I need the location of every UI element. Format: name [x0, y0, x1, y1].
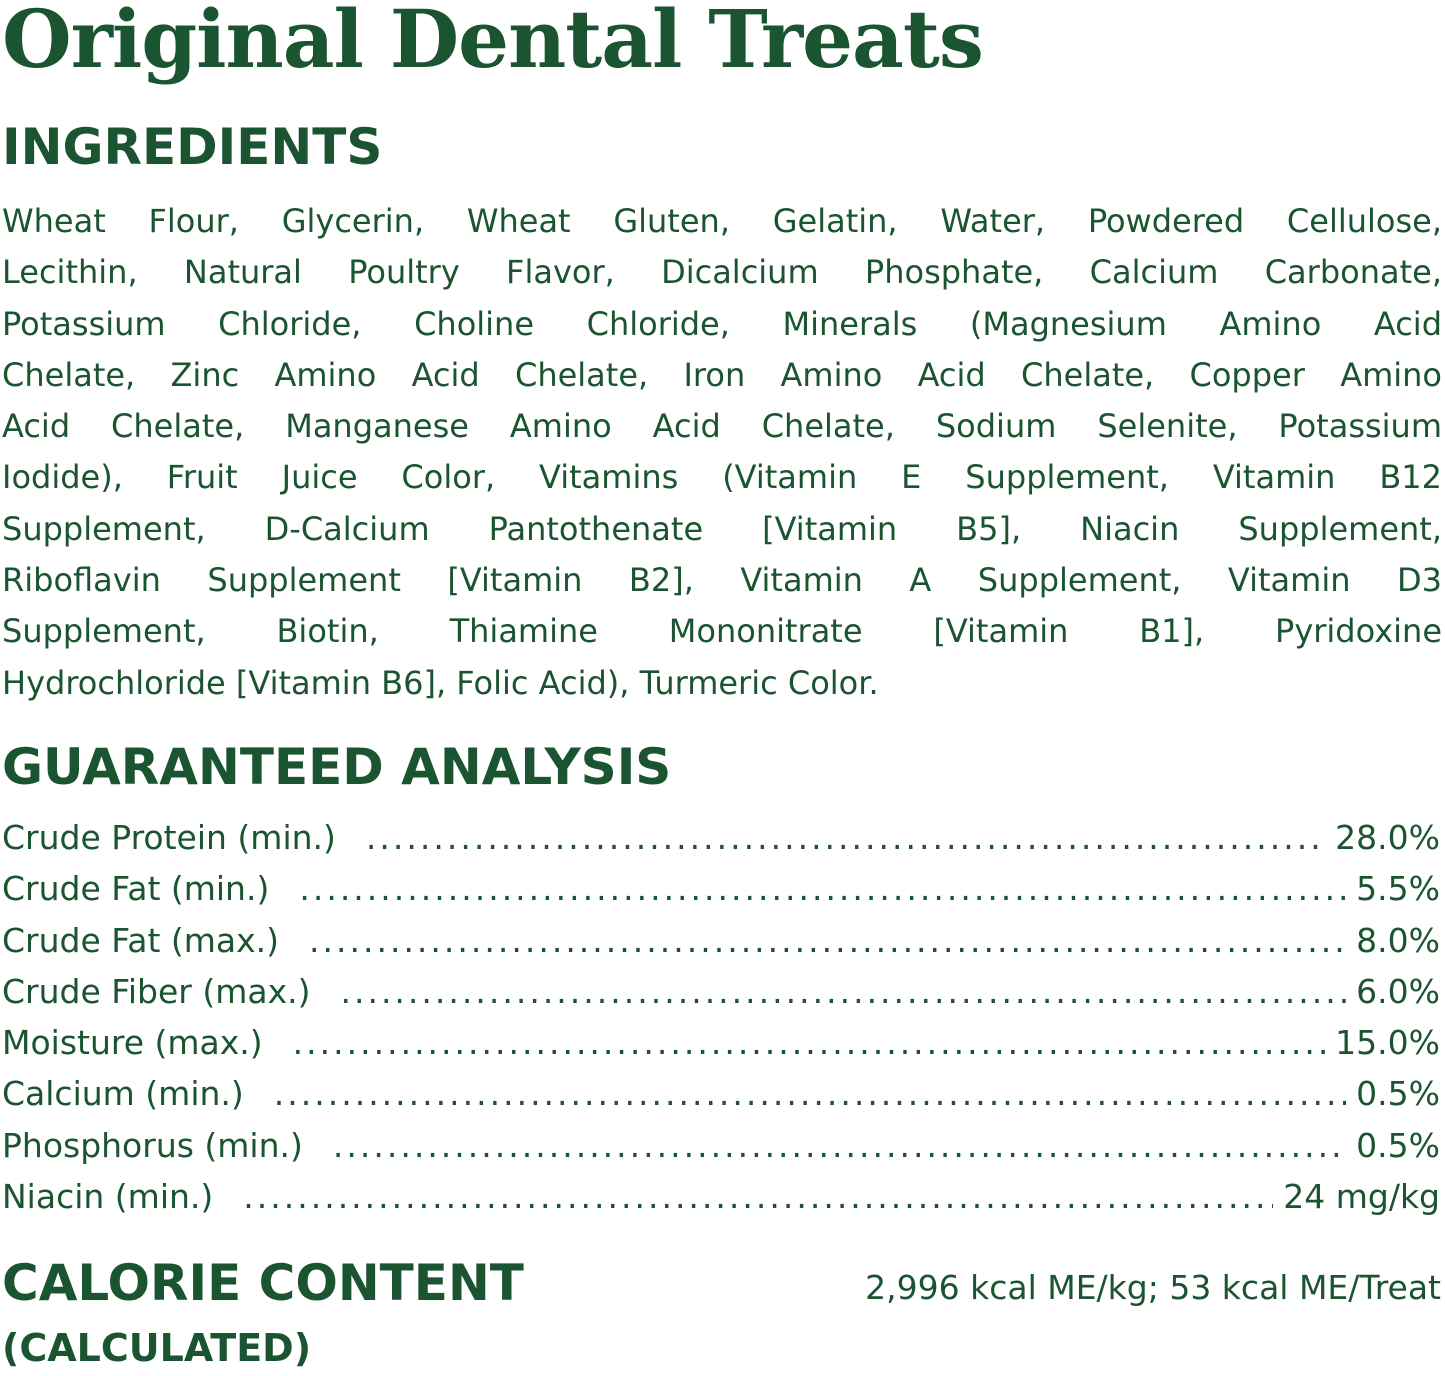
analysis-value: 6.0%: [1356, 971, 1440, 1011]
dot-leader: [333, 1120, 1346, 1171]
ingredients-line: Lecithin, Natural Poultry Flavor, Dicalc…: [2, 253, 1442, 292]
dot-leader: [243, 1171, 1273, 1222]
analysis-row: Crude Fiber (max.) 6.0%: [2, 966, 1440, 1017]
analysis-row: Crude Fat (min.) 5.5%: [2, 863, 1440, 914]
analysis-value: 24 mg/kg: [1283, 1177, 1440, 1217]
analysis-row: Crude Fat (max.) 8.0%: [2, 915, 1440, 966]
ingredients-line: Supplement, Biotin, Thiamine Mononitrate…: [2, 612, 1442, 651]
analysis-label: Niacin (min.): [2, 1177, 214, 1217]
analysis-label: Crude Fat (max.): [2, 920, 280, 960]
ingredients-line: Riboflavin Supplement [Vitamin B2], Vita…: [2, 561, 1442, 600]
analysis-value: 0.5%: [1356, 1125, 1440, 1165]
dot-leader: [340, 966, 1346, 1017]
ingredients-line: Hydrochloride [Vitamin B6], Folic Acid),…: [2, 663, 879, 702]
analysis-label: Phosphorus (min.): [2, 1125, 303, 1165]
dot-leader: [309, 915, 1346, 966]
calorie-subheading: (CALCULATED): [2, 1326, 312, 1370]
analysis-value: 0.5%: [1356, 1074, 1440, 1114]
ingredients-line: Iodide), Fruit Juice Color, Vitamins (Vi…: [2, 458, 1442, 497]
analysis-value: 15.0%: [1335, 1023, 1440, 1063]
dot-leader: [274, 1068, 1346, 1119]
dot-leader: [293, 1017, 1326, 1068]
ingredients-heading: INGREDIENTS: [2, 118, 383, 176]
analysis-value: 8.0%: [1356, 920, 1440, 960]
analysis-label: Crude Protein (min.): [2, 818, 336, 857]
analysis-row: Niacin (min.) 24 mg/kg: [2, 1171, 1440, 1222]
analysis-label: Calcium (min.): [2, 1074, 244, 1114]
calorie-heading: CALORIE CONTENT: [2, 1254, 524, 1312]
analysis-heading: GUARANTEED ANALYSIS: [2, 738, 672, 796]
analysis-table: Crude Protein (min.) 28.0% Crude Fat (min…: [2, 812, 1440, 1222]
analysis-row: Crude Protein (min.) 28.0%: [2, 812, 1440, 863]
analysis-value: 5.5%: [1356, 869, 1440, 909]
ingredients-line: Wheat Flour, Glycerin, Wheat Gluten, Gel…: [2, 202, 1442, 240]
page-title: Original Dental Treats: [2, 0, 984, 86]
analysis-row: Moisture (max.) 15.0%: [2, 1017, 1440, 1068]
dot-leader: [299, 863, 1346, 914]
analysis-label: Crude Fiber (max.): [2, 971, 311, 1011]
analysis-row: Calcium (min.) 0.5%: [2, 1068, 1440, 1119]
ingredients-line: Acid Chelate, Manganese Amino Acid Chela…: [2, 407, 1442, 446]
analysis-row: Phosphorus (min.) 0.5%: [2, 1120, 1440, 1171]
ingredients-line: Supplement, D-Calcium Pantothenate [Vita…: [2, 509, 1442, 548]
ingredients-line: Chelate, Zinc Amino Acid Chelate, Iron A…: [2, 355, 1442, 394]
ingredients-text: Wheat Flour, Glycerin, Wheat Gluten, Gel…: [2, 196, 1442, 709]
analysis-value: 28.0%: [1335, 818, 1440, 857]
analysis-label: Moisture (max.): [2, 1023, 263, 1063]
dot-leader: [366, 812, 1325, 863]
ingredients-line: Potassium Chloride, Choline Chloride, Mi…: [2, 304, 1442, 343]
analysis-label: Crude Fat (min.): [2, 869, 270, 909]
calorie-value: 2,996 kcal ME/kg; 53 kcal ME/Treat: [865, 1268, 1441, 1307]
